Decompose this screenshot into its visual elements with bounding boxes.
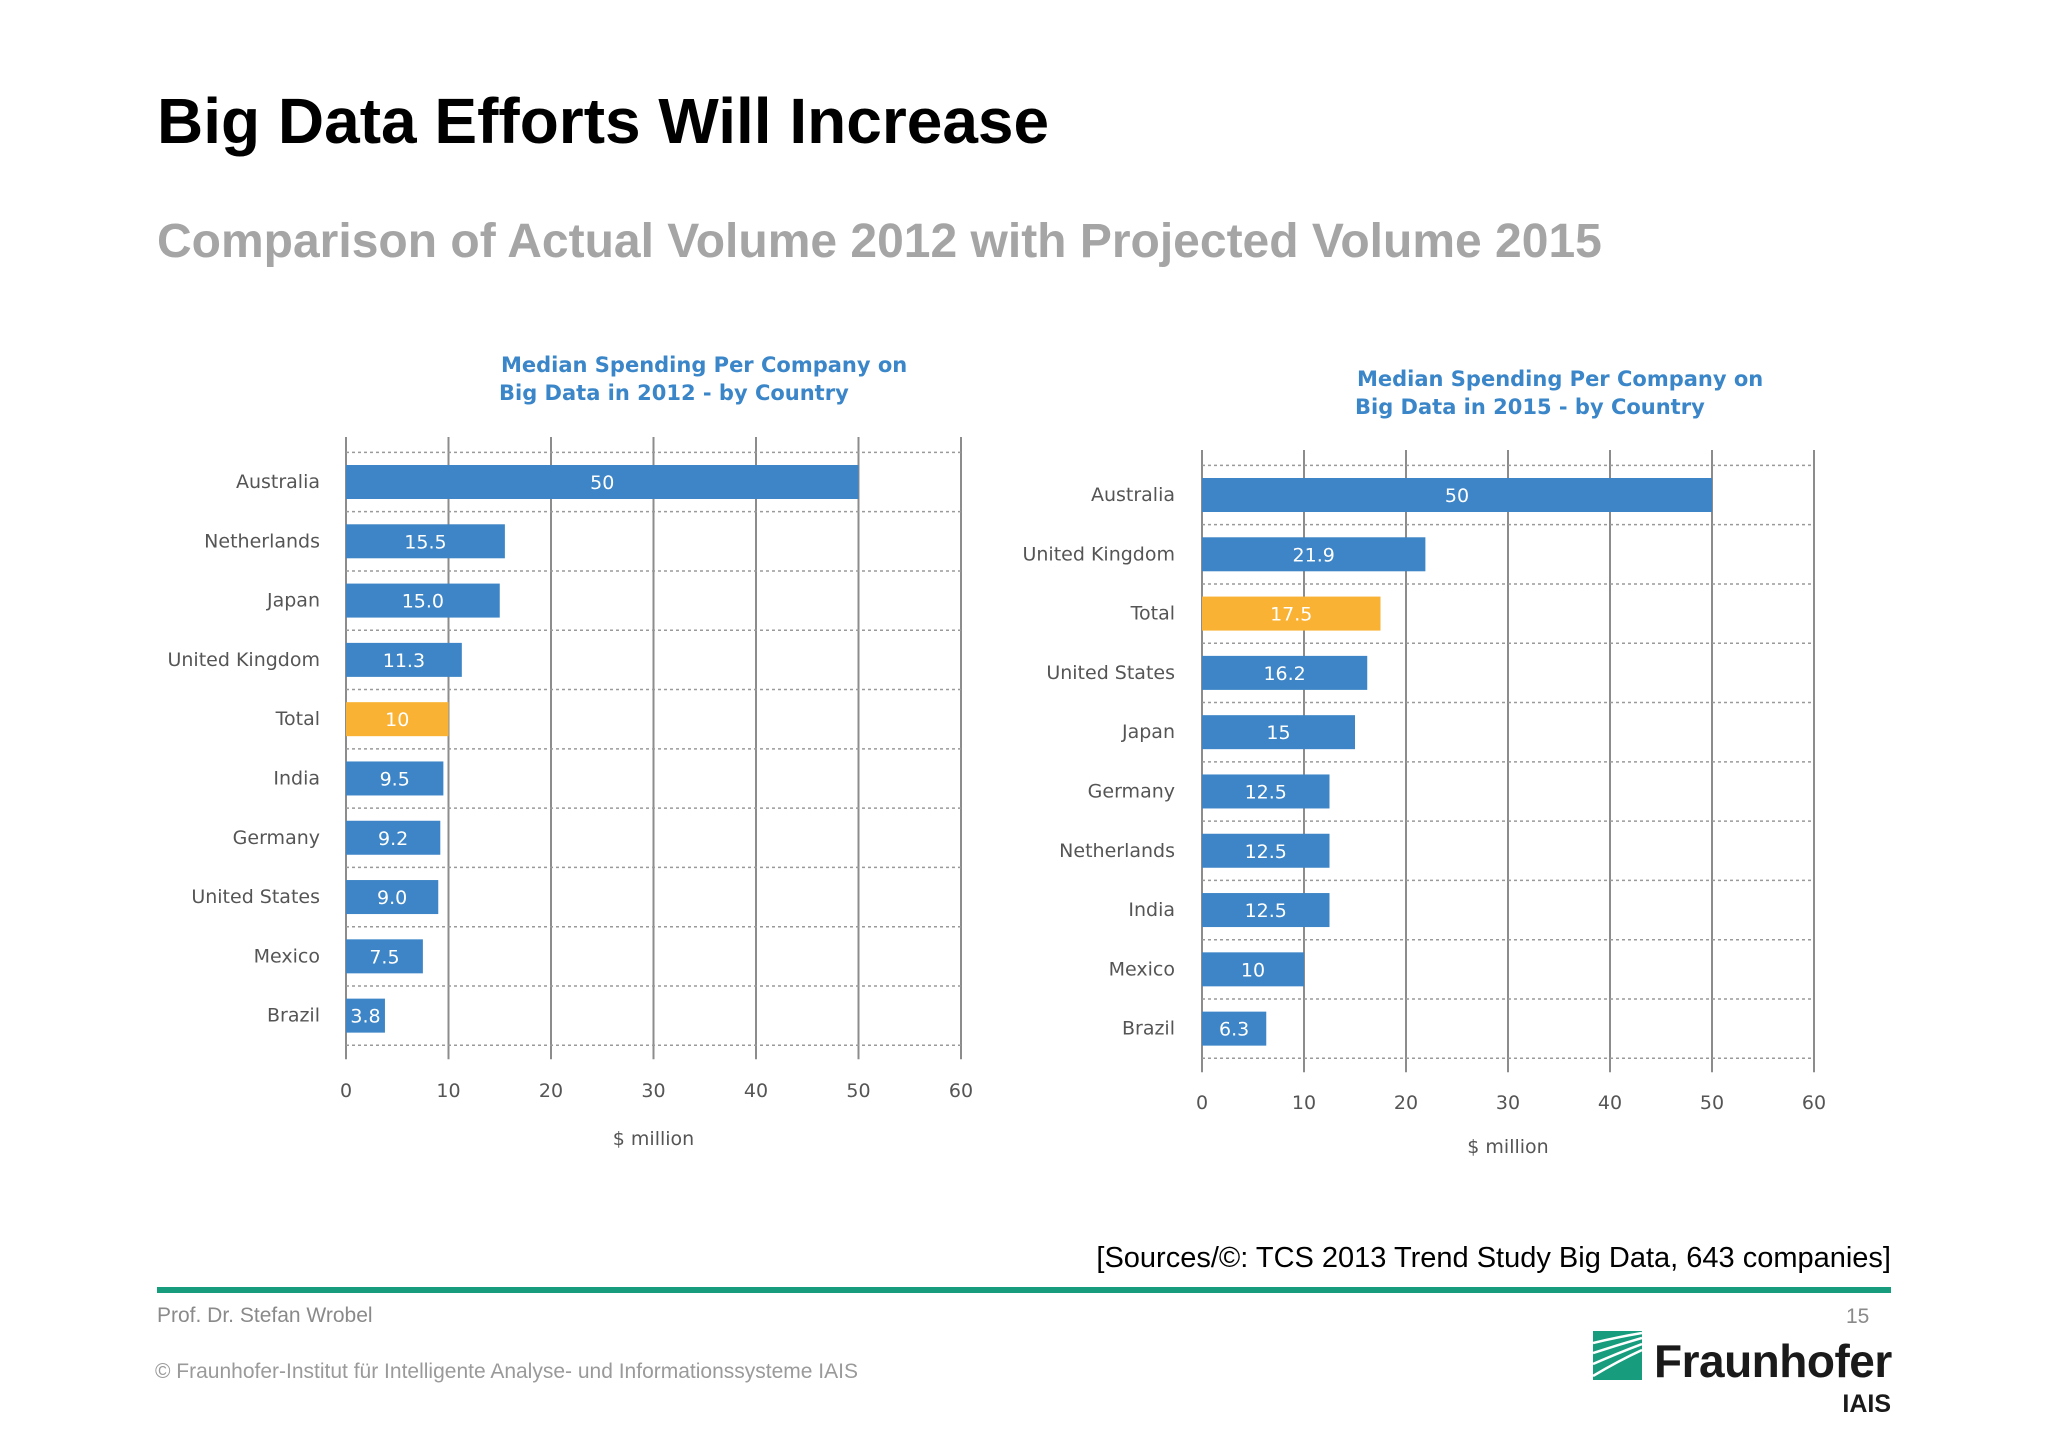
bar-value-label: 21.9: [1293, 544, 1335, 566]
bar-value-label: 15.5: [404, 531, 446, 553]
bar-netherlands: [346, 524, 505, 559]
bar-value-label: 6.3: [1219, 1019, 1249, 1041]
category-label: United States: [191, 886, 320, 908]
x-tick-label: 60: [1802, 1092, 1826, 1114]
category-label: United Kingdom: [167, 649, 320, 671]
bar-value-label: 50: [1445, 485, 1469, 507]
bar-total: [346, 702, 449, 737]
category-label: Netherlands: [204, 530, 320, 552]
category-label: Brazil: [267, 1005, 320, 1027]
bar-value-label: 12.5: [1245, 781, 1287, 803]
bar-value-label: 17.5: [1270, 604, 1312, 626]
bar-value-label: 16.2: [1263, 663, 1305, 685]
bar-united-states: [1202, 655, 1368, 690]
x-tick-label: 40: [1598, 1092, 1622, 1114]
chart-title: Median Spending Per Company on: [501, 353, 907, 377]
x-tick-label: 0: [340, 1080, 352, 1102]
bar-value-label: 9.5: [380, 768, 410, 790]
bar-australia: [1202, 478, 1712, 512]
x-tick-label: 40: [744, 1080, 768, 1102]
category-label: United Kingdom: [1022, 543, 1175, 565]
logo-sub: IAIS: [1842, 1390, 1891, 1418]
category-label: Germany: [233, 827, 320, 849]
category-label: India: [273, 767, 320, 789]
bar-value-label: 12.5: [1245, 841, 1287, 863]
bar-germany: [346, 820, 441, 855]
category-label: Australia: [1091, 484, 1175, 506]
sources-note: [Sources/©: TCS 2013 Trend Study Big Dat…: [1096, 1242, 1891, 1274]
bar-value-label: 9.0: [377, 887, 407, 909]
bar-brazil: [1202, 1011, 1267, 1046]
x-axis-label: $ million: [613, 1128, 694, 1150]
x-tick-label: 50: [1700, 1092, 1724, 1114]
bar-total: [1202, 596, 1381, 631]
category-label: Japan: [266, 590, 320, 612]
category-label: Germany: [1088, 780, 1175, 802]
category-label: United States: [1046, 662, 1175, 684]
category-label: Total: [275, 708, 320, 730]
bar-value-label: 9.2: [378, 828, 408, 850]
bar-value-label: 10: [385, 709, 409, 731]
author: Prof. Dr. Stefan Wrobel: [157, 1304, 373, 1327]
category-label: Brazil: [1122, 1018, 1175, 1040]
x-tick-label: 30: [1496, 1092, 1520, 1114]
fraunhofer-logo-icon: [1593, 1331, 1642, 1380]
bar-value-label: 15: [1266, 722, 1290, 744]
x-tick-label: 10: [436, 1080, 460, 1102]
bar-value-label: 3.8: [350, 1006, 380, 1028]
x-tick-label: 50: [846, 1080, 870, 1102]
category-label: Total: [1130, 603, 1175, 625]
bar-netherlands: [1202, 833, 1330, 868]
bar-germany: [1202, 774, 1330, 809]
bar-india: [346, 761, 444, 796]
slide-title: Big Data Efforts Will Increase: [157, 85, 1050, 157]
x-tick-label: 60: [949, 1080, 973, 1102]
x-tick-label: 30: [641, 1080, 665, 1102]
category-label: Netherlands: [1059, 840, 1175, 862]
slide-subtitle: Comparison of Actual Volume 2012 with Pr…: [157, 215, 1602, 268]
x-tick-label: 20: [1394, 1092, 1418, 1114]
x-tick-label: 10: [1292, 1092, 1316, 1114]
bar-united-kingdom: [346, 642, 462, 677]
bar-value-label: 7.5: [369, 946, 399, 968]
bar-australia: [346, 465, 859, 499]
chart-title: Big Data in 2015 - by Country: [1355, 395, 1705, 419]
bar-value-label: 50: [590, 472, 614, 494]
bar-value-label: 10: [1241, 959, 1265, 981]
page-number: 15: [1846, 1305, 1870, 1328]
bar-value-label: 15.0: [402, 591, 444, 613]
footer-divider: [157, 1287, 1891, 1293]
bar-value-label: 12.5: [1245, 900, 1287, 922]
category-label: Mexico: [254, 945, 320, 967]
category-label: Mexico: [1109, 958, 1175, 980]
bar-united-states: [346, 880, 439, 915]
bar-united-kingdom: [1202, 537, 1426, 572]
category-label: India: [1128, 899, 1175, 921]
x-tick-label: 0: [1196, 1092, 1208, 1114]
bar-japan: [346, 583, 500, 618]
x-axis-label: $ million: [1467, 1136, 1548, 1158]
copyright: © Fraunhofer-Institut für Intelligente A…: [155, 1360, 858, 1383]
category-label: Japan: [1121, 721, 1175, 743]
bar-japan: [1202, 715, 1355, 750]
bar-india: [1202, 893, 1330, 928]
bar-mexico: [1202, 952, 1304, 987]
chart-title: Median Spending Per Company on: [1357, 367, 1763, 391]
chart-title: Big Data in 2012 - by Country: [499, 381, 849, 405]
bar-brazil: [346, 998, 385, 1033]
category-label: Australia: [236, 471, 320, 493]
bar-mexico: [346, 939, 423, 974]
bar-value-label: 11.3: [383, 650, 425, 672]
logo-name: Fraunhofer: [1654, 1335, 1892, 1387]
x-tick-label: 20: [539, 1080, 563, 1102]
